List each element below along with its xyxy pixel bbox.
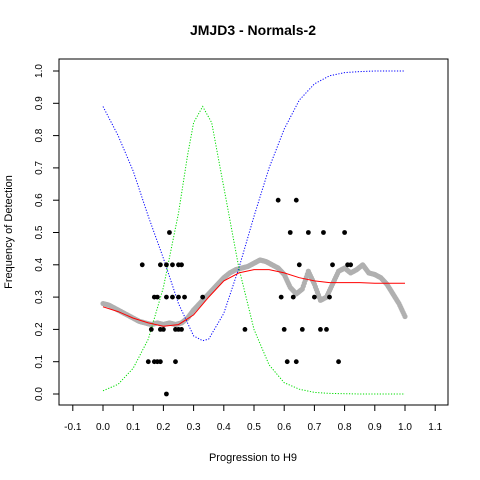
- data-point: [164, 391, 169, 397]
- data-point: [299, 327, 305, 332]
- data-point: [275, 197, 281, 203]
- data-point: [242, 327, 248, 332]
- y-tick-label: 0.3: [34, 290, 45, 304]
- green-dotted-curve: [102, 105, 405, 395]
- data-point: [312, 294, 317, 300]
- data-point: [281, 327, 287, 332]
- y-tick-label: 1.0: [34, 64, 45, 78]
- data-point: [318, 327, 323, 332]
- x-tick-label: 0.4: [217, 422, 231, 433]
- data-point: [179, 262, 184, 268]
- data-point: [161, 327, 166, 332]
- data-point: [167, 230, 172, 235]
- y-axis: 0.0 0.1 0.2 0.3 0.4 0.5 0.6 0.7 0.8 0.9 1.0: [34, 64, 59, 401]
- data-point: [200, 294, 206, 300]
- red-fit-line: [102, 269, 405, 327]
- data-point: [336, 359, 341, 365]
- data-point: [284, 359, 290, 365]
- data-point: [330, 262, 335, 268]
- data-point: [176, 294, 181, 300]
- data-point: [179, 327, 184, 332]
- data-point: [324, 327, 329, 332]
- points-series: [139, 197, 354, 397]
- y-tick-label: 0.6: [34, 193, 45, 207]
- data-point: [139, 262, 145, 268]
- data-point: [173, 359, 178, 365]
- plot-area: [100, 70, 408, 397]
- data-point: [157, 359, 163, 365]
- y-tick-label: 0.1: [34, 354, 45, 368]
- data-point: [145, 359, 151, 365]
- y-tick-label: 0.5: [34, 225, 45, 239]
- data-point: [278, 294, 284, 300]
- data-point: [164, 294, 169, 300]
- y-tick-label: 0.7: [34, 161, 45, 175]
- data-point: [287, 230, 293, 235]
- x-tick-label: 0.9: [368, 422, 382, 433]
- x-tick-label: 0.0: [96, 422, 110, 433]
- data-point: [157, 262, 163, 268]
- data-point: [164, 262, 169, 268]
- x-tick-label: 0.1: [126, 422, 140, 433]
- data-point: [182, 294, 187, 300]
- y-tick-label: 0.2: [34, 322, 45, 336]
- y-tick-label: 0.9: [34, 96, 45, 110]
- data-point: [293, 197, 299, 203]
- data-point: [154, 294, 160, 300]
- data-point: [342, 230, 347, 235]
- smoothed-point: [402, 313, 408, 320]
- data-point: [321, 230, 326, 235]
- x-tick-label: 0.2: [156, 422, 170, 433]
- x-axis: -0.1 0.0 0.1 0.2 0.3 0.4 0.5 0.6 0.7 0.8 0.9 1.0 1.1: [64, 405, 443, 433]
- y-tick-label: 0.4: [34, 257, 45, 271]
- x-tick-label: 0.5: [247, 422, 261, 433]
- x-axis-label: Progression to H9: [209, 452, 297, 464]
- data-point: [348, 262, 354, 268]
- data-point: [148, 327, 154, 332]
- x-tick-label: 0.7: [307, 422, 321, 433]
- x-tick-label: 0.8: [338, 422, 352, 433]
- y-axis-label: Frequency of Detection: [3, 175, 15, 289]
- data-point: [327, 294, 332, 300]
- x-tick-label: 0.6: [277, 422, 291, 433]
- data-point: [296, 262, 302, 268]
- data-point: [305, 230, 311, 235]
- x-tick-label: -0.1: [64, 422, 82, 433]
- x-tick-label: 1.1: [428, 422, 442, 433]
- data-point: [293, 359, 299, 365]
- data-point: [170, 262, 175, 268]
- data-point: [290, 294, 296, 300]
- data-point: [170, 294, 175, 300]
- chart-title: JMJD3 - Normals-2: [190, 22, 316, 38]
- y-tick-label: 0.0: [34, 387, 45, 401]
- x-tick-label: 1.0: [398, 422, 412, 433]
- x-tick-label: 0.3: [187, 422, 201, 433]
- y-tick-label: 0.8: [34, 128, 45, 142]
